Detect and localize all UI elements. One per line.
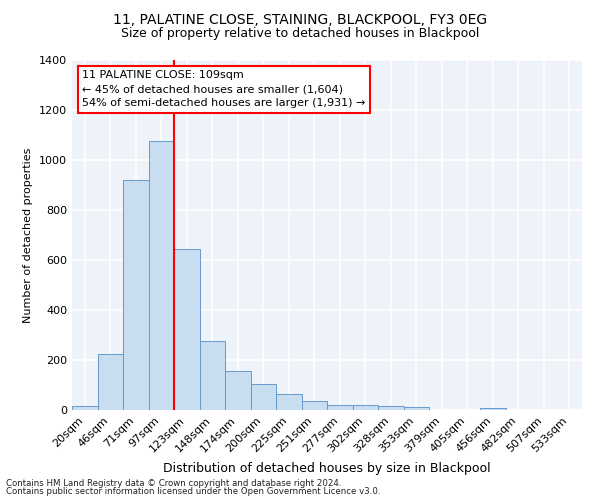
Text: Contains public sector information licensed under the Open Government Licence v3: Contains public sector information licen… (6, 487, 380, 496)
Bar (276, 394, 302, 410)
Bar (97, 354, 123, 410)
Bar (123, 180, 149, 410)
Text: Size of property relative to detached houses in Blackpool: Size of property relative to detached ho… (121, 28, 479, 40)
Bar (174, 248, 199, 410)
Bar (327, 405, 353, 410)
Bar (480, 408, 505, 410)
Bar (149, 141, 174, 410)
Text: Contains HM Land Registry data © Crown copyright and database right 2024.: Contains HM Land Registry data © Crown c… (6, 478, 341, 488)
Bar (225, 371, 251, 410)
Text: 11 PALATINE CLOSE: 109sqm
← 45% of detached houses are smaller (1,604)
54% of se: 11 PALATINE CLOSE: 109sqm ← 45% of detac… (82, 70, 365, 108)
Bar (199, 341, 225, 410)
Bar (378, 406, 404, 410)
Bar (302, 401, 327, 410)
Bar (353, 405, 378, 410)
Bar (72, 406, 97, 410)
Text: 11, PALATINE CLOSE, STAINING, BLACKPOOL, FY3 0EG: 11, PALATINE CLOSE, STAINING, BLACKPOOL,… (113, 12, 487, 26)
Bar (404, 407, 429, 410)
X-axis label: Distribution of detached houses by size in Blackpool: Distribution of detached houses by size … (163, 462, 491, 475)
Y-axis label: Number of detached properties: Number of detached properties (23, 148, 34, 322)
Bar (251, 384, 276, 410)
